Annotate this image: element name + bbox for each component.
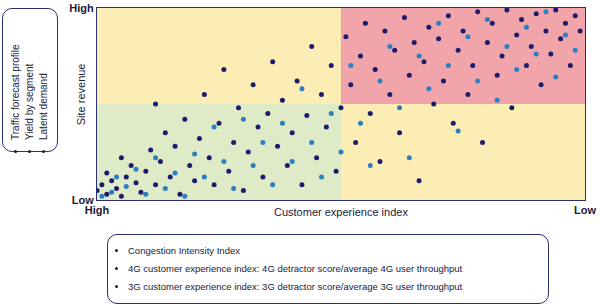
- html-text:3G customer experience index:: 3G customer experience index: 3G detract…: [128, 281, 463, 292]
- html-text:Congestion Intensity Index: Congestion Intensity Index: [128, 245, 240, 256]
- html-text:Traffic forecast profile: Traffic forecast profile: [10, 44, 21, 140]
- html-text:Latent demand: Latent demand: [38, 73, 49, 140]
- svg-text:Customer experience index: Customer experience index: [274, 206, 408, 218]
- svg-text:High: High: [85, 204, 110, 216]
- svg-text:Site revenue: Site revenue: [75, 64, 87, 126]
- svg-text:High: High: [69, 2, 94, 14]
- svg-text:Low: Low: [72, 194, 94, 206]
- svg-text:Low: Low: [574, 204, 596, 216]
- html-text:4G customer experience index:: 4G customer experience index: 4G detract…: [128, 263, 463, 274]
- html-text:Yield by segment: Yield by segment: [24, 63, 35, 140]
